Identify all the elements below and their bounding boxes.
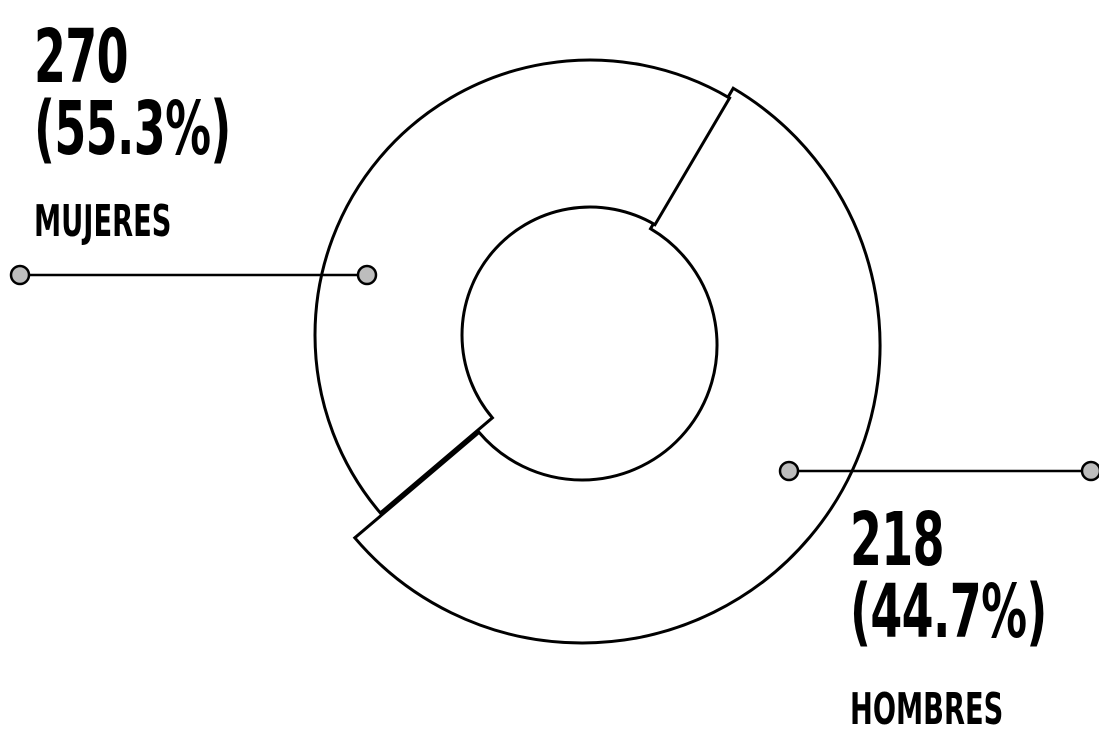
mujeres-category-label: MUJERES [34, 196, 172, 247]
slice-mujeres [352, 86, 882, 645]
hombres-percent-label: (44.7%) [850, 569, 1047, 655]
hombres-category-label: HOMBRES [850, 684, 1004, 735]
hombres-value-label: 218 [850, 497, 945, 583]
leader-lines [9, 264, 1099, 482]
donut-slices [313, 58, 882, 645]
mujeres-percent-label: (55.3%) [34, 86, 231, 172]
leader-dot-mujeres-start [9, 264, 31, 286]
mujeres-value-label: 270 [34, 14, 129, 100]
leader-dot-hombres-start [778, 460, 800, 482]
leader-dot-mujeres-end [356, 264, 378, 286]
leader-dot-hombres-end [1080, 460, 1099, 482]
slice-hombres [313, 58, 732, 516]
